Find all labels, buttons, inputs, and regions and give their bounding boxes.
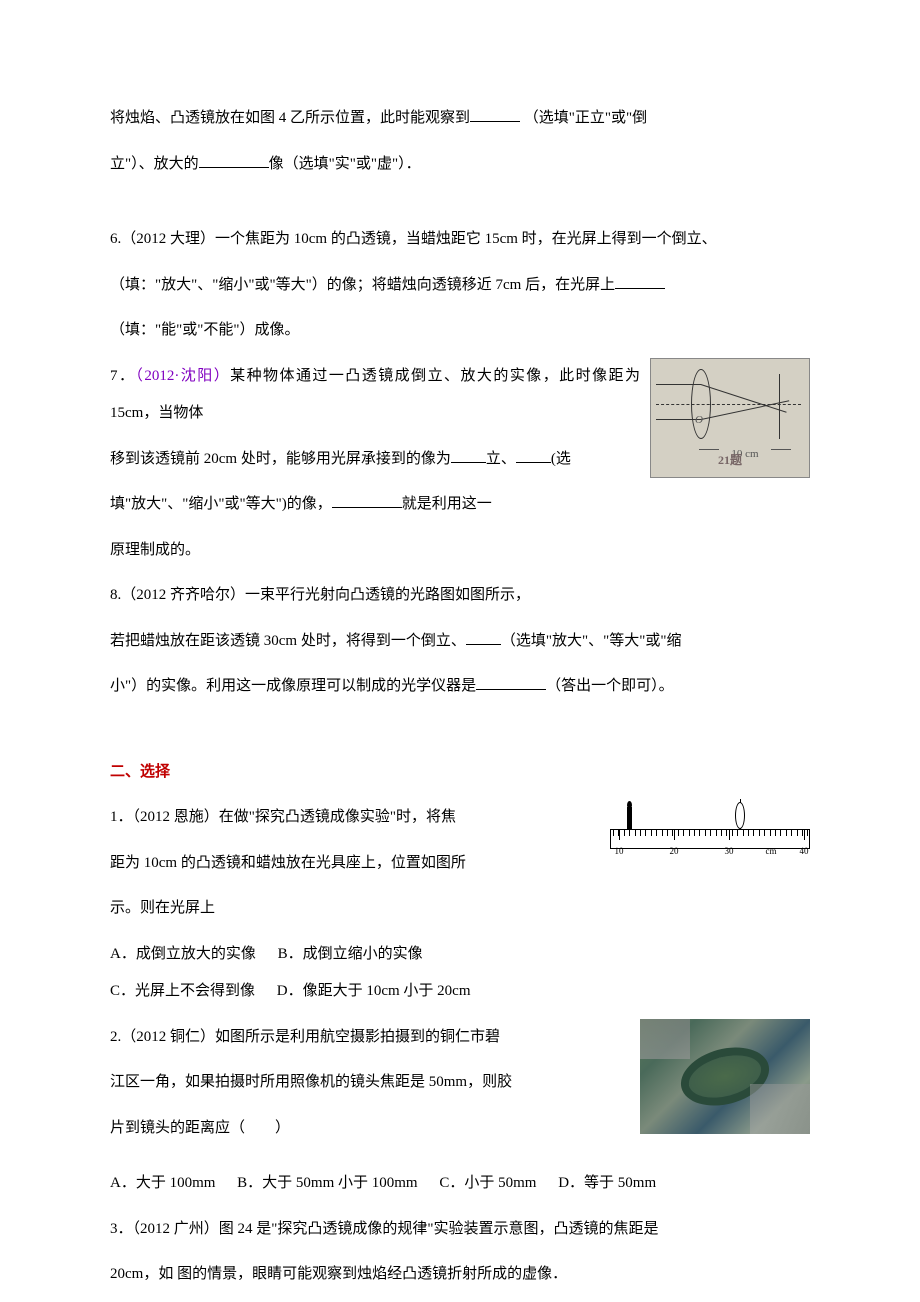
q6-line1: 6.（2012 大理）一个焦距为 10cm 的凸透镜，当蜡烛距它 15cm 时，…: [110, 231, 717, 247]
q8-line3a: 小"）的实像。利用这一成像原理可以制成的光学仪器是: [110, 678, 476, 694]
q6-line2a: （填："放大"、"缩小"或"等大"）的像；将蜡烛向透镜移近 7cm 后，在光屏上: [110, 277, 615, 293]
label-o: O: [695, 407, 703, 435]
q7-line3a: 填"放大"、"缩小"或"等大")的像，: [110, 496, 332, 512]
q7-source: （2012·沈阳）: [135, 368, 230, 384]
s2q3-line2: 20cm，如 图的情景，眼睛可能观察到烛焰经凸透镜折射所成的虚像．: [110, 1266, 567, 1282]
q7-line3b: 就是利用这一: [402, 496, 492, 512]
option-a: A．成倒立放大的实像: [110, 936, 256, 974]
q6-para2: （填："放大"、"缩小"或"等大"）的像；将蜡烛向透镜移近 7cm 后，在光屏上: [110, 267, 810, 305]
option-d: D．像距大于 10cm 小于 20cm: [277, 973, 471, 1011]
ruler: 102030cm40: [610, 829, 810, 849]
s2q3-para2: 20cm，如 图的情景，眼睛可能观察到烛焰经凸透镜折射所成的虚像．: [110, 1256, 810, 1294]
option-a: A．大于 100mm: [110, 1165, 215, 1203]
s2q1-line2: 距为 10cm 的凸透镜和蜡烛放在光具座上，位置如图所: [110, 855, 466, 871]
q8-line1: 8.（2012 齐齐哈尔）一束平行光射向凸透镜的光路图如图所示，: [110, 587, 530, 603]
s2q1-para3: 示。则在光屏上: [110, 890, 810, 928]
section-2-title: 二、选择: [110, 754, 810, 792]
q8-para1: 8.（2012 齐齐哈尔）一束平行光射向凸透镜的光路图如图所示，: [110, 577, 810, 615]
figure-caption: 21题: [651, 445, 809, 475]
q1-diagram: 102030cm40: [610, 799, 810, 854]
s2q1-options: A．成倒立放大的实像 B．成倒立缩小的实像 C．光屏上不会得到像 D．像距大于 …: [110, 936, 810, 1011]
option-c: C．光屏上不会得到像: [110, 973, 255, 1011]
s2q1-line1: 1．（2012 恩施）在做"探究凸透镜成像实验"时，将焦: [110, 809, 456, 825]
s2q2-line1: 2.（2012 铜仁）如图所示是利用航空摄影拍摄到的铜仁市碧: [110, 1029, 500, 1045]
blank: [615, 274, 665, 289]
q8-para3: 小"）的实像。利用这一成像原理可以制成的光学仪器是 （答出一个即可）。: [110, 668, 810, 706]
s2q2-options: A．大于 100mm B．大于 50mm 小于 100mm C．小于 50mm …: [110, 1165, 810, 1203]
intro-text-2a: 立"）、放大的: [110, 156, 199, 172]
q8-line2b: （选填"放大"、"等大"或"缩: [501, 633, 682, 649]
option-b: B．大于 50mm 小于 100mm: [237, 1165, 417, 1203]
ray-line: [656, 384, 701, 385]
s2q2-line3: 片到镜头的距离应（ ）: [110, 1120, 290, 1136]
focal-line: [779, 374, 780, 439]
q7-line4: 原理制成的。: [110, 542, 200, 558]
q7-para3: 填"放大"、"缩小"或"等大")的像， 就是利用这一: [110, 486, 810, 524]
s2q2-line2: 江区一角，如果拍摄时所用照像机的镜头焦距是 50mm，则胶: [110, 1074, 512, 1090]
q6-line3: （填："能"或"不能"）成像。: [110, 322, 300, 338]
lens-icon: [735, 802, 745, 829]
blank: [516, 448, 551, 463]
blank: [466, 630, 501, 645]
q7-diagram: O 10 cm 21题: [650, 358, 810, 478]
q7-prefix: 7．: [110, 368, 135, 384]
q6-para3: （填："能"或"不能"）成像。: [110, 312, 810, 350]
option-d: D．等于 50mm: [558, 1165, 656, 1203]
option-c: C．小于 50mm: [439, 1165, 536, 1203]
q6-para1: 6.（2012 大理）一个焦距为 10cm 的凸透镜，当蜡烛距它 15cm 时，…: [110, 221, 810, 259]
q2-aerial-photo: [640, 1019, 810, 1134]
q8-line3b: （答出一个即可）。: [546, 678, 674, 694]
q7-line2c: (选: [551, 451, 571, 467]
intro-para2: 立"）、放大的 像（选填"实"或"虚"）．: [110, 146, 810, 184]
intro-text-1b: （选填"正立"或"倒: [524, 110, 647, 126]
intro-para: 将烛焰、凸透镜放在如图 4 乙所示位置，此时能观察到 （选填"正立"或"倒: [110, 100, 810, 138]
intro-text-1a: 将烛焰、凸透镜放在如图 4 乙所示位置，此时能观察到: [110, 110, 470, 126]
blank: [332, 493, 402, 508]
option-b: B．成倒立缩小的实像: [278, 936, 423, 974]
q7-line2b: 立、: [486, 451, 516, 467]
city-area: [640, 1019, 690, 1059]
q7-para4: 原理制成的。: [110, 532, 810, 570]
q7-line2a: 移到该透镜前 20cm 处时，能够用光屏承接到的像为: [110, 451, 451, 467]
s2q3-line1: 3．（2012 广州）图 24 是"探究凸透镜成像的规律"实验装置示意图，凸透镜…: [110, 1221, 659, 1237]
blank: [199, 153, 269, 168]
blank: [451, 448, 486, 463]
ray-line: [689, 384, 787, 450]
intro-text-2b: 像（选填"实"或"虚"）．: [269, 156, 421, 172]
s2q1-line3: 示。则在光屏上: [110, 900, 215, 916]
q8-para2: 若把蜡烛放在距该透镜 30cm 处时，将得到一个倒立、 （选填"放大"、"等大"或…: [110, 623, 810, 661]
s2q3-para1: 3．（2012 广州）图 24 是"探究凸透镜成像的规律"实验装置示意图，凸透镜…: [110, 1211, 810, 1249]
q8-line2a: 若把蜡烛放在距该透镜 30cm 处时，将得到一个倒立、: [110, 633, 466, 649]
city-area: [750, 1084, 810, 1134]
blank: [470, 107, 520, 122]
candle-icon: [627, 807, 632, 829]
blank: [476, 675, 546, 690]
